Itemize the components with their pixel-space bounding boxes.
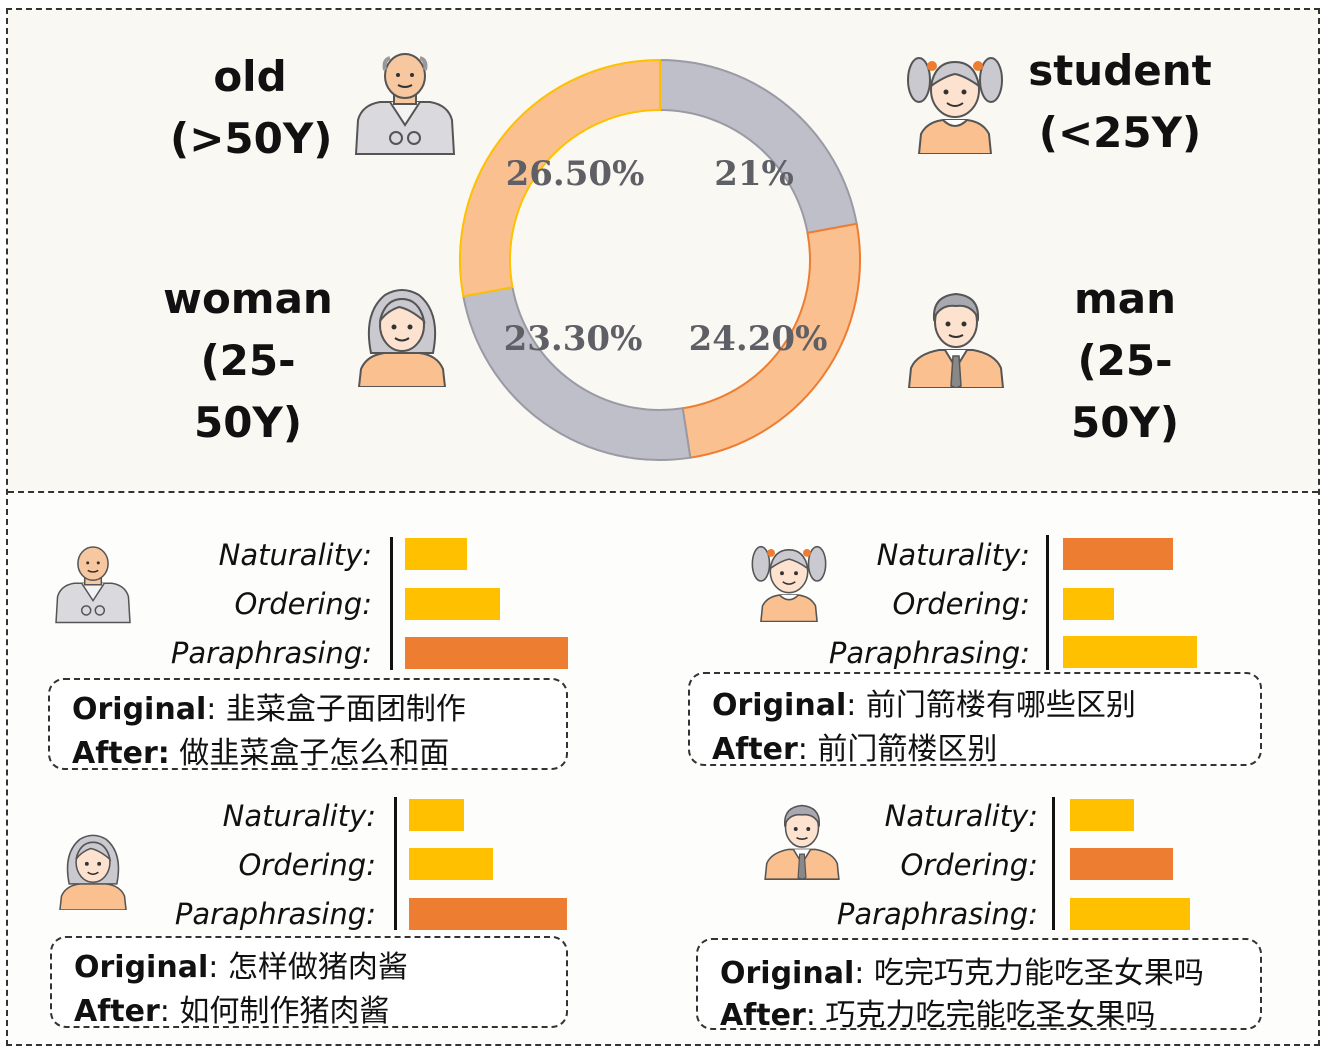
student-after-key: After bbox=[712, 732, 798, 767]
woman-bar-3 bbox=[409, 898, 567, 930]
woman-metric-label-2: Ordering: bbox=[238, 848, 376, 882]
persona-woman-label: woman (25-50Y) bbox=[148, 268, 348, 454]
old-bar-1 bbox=[405, 538, 467, 570]
woman-original-text: : 怎样做猪肉酱 bbox=[208, 950, 408, 985]
student-metric-label-1: Naturality: bbox=[876, 538, 1030, 572]
old-after-text: 做韭菜盒子怎么和面 bbox=[169, 736, 450, 771]
woman-original-line: Original: 怎样做猪肉酱 bbox=[74, 942, 408, 986]
woman-original-key: Original bbox=[74, 950, 209, 985]
student-example-box: Original: 前门箭楼有哪些区别 After: 前门箭楼区别 bbox=[688, 672, 1262, 768]
man-original-line: Original: 吃完巧克力能吃圣女果吗 bbox=[720, 948, 1204, 992]
student-small-icon bbox=[751, 545, 827, 622]
persona-old-name: old bbox=[213, 52, 287, 101]
man-metric-label-1: Naturality: bbox=[884, 799, 1038, 833]
persona-student-name: student bbox=[1028, 46, 1212, 95]
student-bar-1 bbox=[1063, 538, 1173, 570]
old-person-icon bbox=[354, 53, 456, 155]
man-after-text: : 巧克力吃完能吃圣女果吗 bbox=[805, 998, 1156, 1033]
man-after-key: After bbox=[720, 998, 806, 1033]
woman-after-key: After bbox=[74, 994, 160, 1029]
woman-after-text: : 如何制作猪肉酱 bbox=[159, 994, 390, 1029]
old-metric-label-1: Naturality: bbox=[218, 538, 372, 572]
woman-small-icon bbox=[59, 834, 127, 910]
old-original-key: Original bbox=[72, 692, 207, 727]
old-original-text: : 韭菜盒子面团制作 bbox=[206, 692, 466, 727]
woman-metric-label-1: Naturality: bbox=[222, 799, 376, 833]
student-original-text: : 前门箭楼有哪些区别 bbox=[846, 688, 1136, 723]
woman-example-box: Original: 怎样做猪肉酱 After: 如何制作猪肉酱 bbox=[50, 936, 568, 1030]
man-icon bbox=[907, 292, 1005, 388]
man-metric-label-3: Paraphrasing: bbox=[836, 897, 1038, 931]
student-original-line: Original: 前门箭楼有哪些区别 bbox=[712, 680, 1136, 724]
persona-student-label: student (<25Y) bbox=[1020, 40, 1220, 164]
man-bar-3 bbox=[1070, 898, 1190, 930]
old-after-key: After: bbox=[72, 736, 170, 771]
student-icon bbox=[907, 57, 1003, 154]
old-metric-label-3: Paraphrasing: bbox=[170, 636, 372, 670]
man-after-line: After: 巧克力吃完能吃圣女果吗 bbox=[720, 990, 1155, 1034]
woman-metric-label-3: Paraphrasing: bbox=[174, 897, 376, 931]
student-bar-2 bbox=[1063, 588, 1114, 620]
persona-woman-name: woman bbox=[163, 274, 333, 323]
old-bar-axis bbox=[390, 537, 393, 670]
old-bar-3 bbox=[405, 637, 568, 669]
man-bar-1 bbox=[1070, 799, 1134, 831]
persona-man-name: man bbox=[1073, 274, 1176, 323]
man-bar-axis bbox=[1052, 797, 1055, 930]
man-example-box: Original: 吃完巧克力能吃圣女果吗 After: 巧克力吃完能吃圣女果吗 bbox=[696, 938, 1262, 1033]
old-bar-2 bbox=[405, 588, 500, 620]
donut-label-2: 24.20% bbox=[689, 319, 828, 359]
donut-label-3: 23.30% bbox=[504, 319, 643, 359]
student-bar-axis bbox=[1046, 535, 1049, 670]
woman-bar-axis bbox=[394, 797, 397, 930]
old-after-line: After: 做韭菜盒子怎么和面 bbox=[72, 728, 449, 772]
man-original-text: : 吃完巧克力能吃圣女果吗 bbox=[854, 956, 1204, 991]
donut-label-4: 26.50% bbox=[506, 154, 645, 194]
panel-divider bbox=[8, 491, 1318, 493]
donut-label-1: 21% bbox=[714, 154, 794, 194]
man-original-key: Original bbox=[720, 956, 855, 991]
donut-slice-3 bbox=[462, 285, 692, 461]
donut-slice-1 bbox=[659, 58, 858, 235]
woman-icon bbox=[357, 289, 447, 387]
student-bar-3 bbox=[1063, 636, 1197, 668]
student-metric-label-2: Ordering: bbox=[892, 587, 1030, 621]
student-after-line: After: 前门箭楼区别 bbox=[712, 724, 997, 768]
man-small-icon bbox=[764, 804, 840, 880]
persona-donut-chart: 21% 24.20% 23.30% 26.50% bbox=[459, 58, 861, 461]
persona-student-range: (<25Y) bbox=[1038, 108, 1202, 157]
persona-man-label: man (25-50Y) bbox=[1025, 268, 1225, 454]
old-person-small-icon bbox=[55, 546, 131, 624]
woman-bar-2 bbox=[409, 848, 493, 880]
donut-slice-4 bbox=[459, 58, 661, 298]
woman-bar-1 bbox=[409, 799, 464, 831]
persona-woman-range: (25-50Y) bbox=[193, 336, 303, 447]
man-metric-label-2: Ordering: bbox=[900, 848, 1038, 882]
persona-man-range: (25-50Y) bbox=[1070, 336, 1180, 447]
student-after-text: : 前门箭楼区别 bbox=[797, 732, 998, 767]
student-metric-label-3: Paraphrasing: bbox=[828, 636, 1030, 670]
persona-old-label: old (>50Y) bbox=[170, 46, 333, 170]
student-original-key: Original bbox=[712, 688, 847, 723]
man-bar-2 bbox=[1070, 848, 1173, 880]
woman-after-line: After: 如何制作猪肉酱 bbox=[74, 986, 389, 1030]
old-original-line: Original: 韭菜盒子面团制作 bbox=[72, 684, 466, 728]
persona-old-range: (>50Y) bbox=[170, 114, 333, 163]
old-metric-label-2: Ordering: bbox=[234, 587, 372, 621]
old-example-box: Original: 韭菜盒子面团制作 After: 做韭菜盒子怎么和面 bbox=[48, 678, 568, 772]
